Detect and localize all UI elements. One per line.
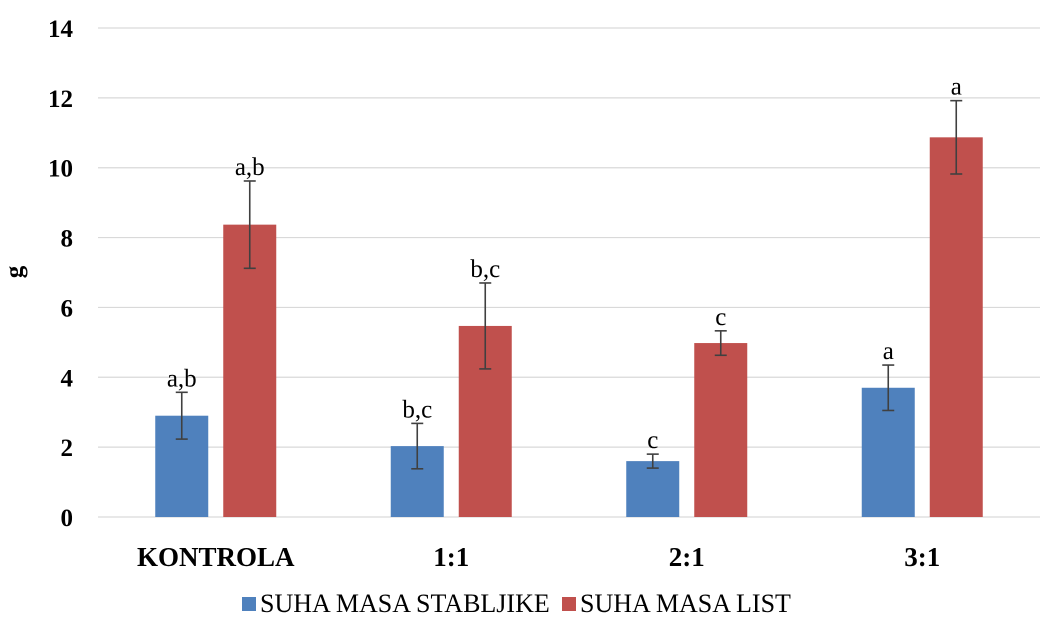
y-tick-label: 12 [48,86,73,113]
legend-label: SUHA MASA STABLJIKE [260,589,550,618]
data-label: b,c [470,256,500,283]
y-tick-label: 10 [48,156,73,183]
data-label: a,b [235,154,265,181]
y-tick-label: 4 [61,365,74,392]
legend-swatch [562,597,576,611]
bars: a,b a,b b,c b,c c c a a [155,74,983,518]
legend: SUHA MASA STABLJIKE SUHA MASA LIST [242,589,791,618]
legend-label: SUHA MASA LIST [580,589,791,618]
data-label: a [951,74,962,101]
data-label: a [883,338,894,365]
bar [694,343,748,517]
legend-swatch [242,597,256,611]
data-label: c [647,427,658,454]
y-tick-label: 6 [61,295,74,322]
data-label: b,c [402,396,432,423]
bar [929,137,983,518]
y-tick-label: 2 [61,435,74,462]
y-tick-label: 8 [61,226,74,253]
y-tick-label: 14 [48,16,74,43]
bar [223,224,277,517]
data-label: c [715,304,726,331]
y-axis-label: g [1,265,28,278]
x-tick-label: KONTROLA [137,542,295,572]
x-tick-label: 3:1 [904,542,940,572]
y-tick-label: 0 [61,505,74,532]
data-label: a,b [167,365,197,392]
y-axis-ticks: 0 2 4 6 8 10 12 14 [48,16,74,532]
x-tick-label: 2:1 [669,542,705,572]
bar [626,461,680,517]
x-axis-ticks: KONTROLA 1:1 2:1 3:1 [137,542,940,572]
x-tick-label: 1:1 [433,542,469,572]
